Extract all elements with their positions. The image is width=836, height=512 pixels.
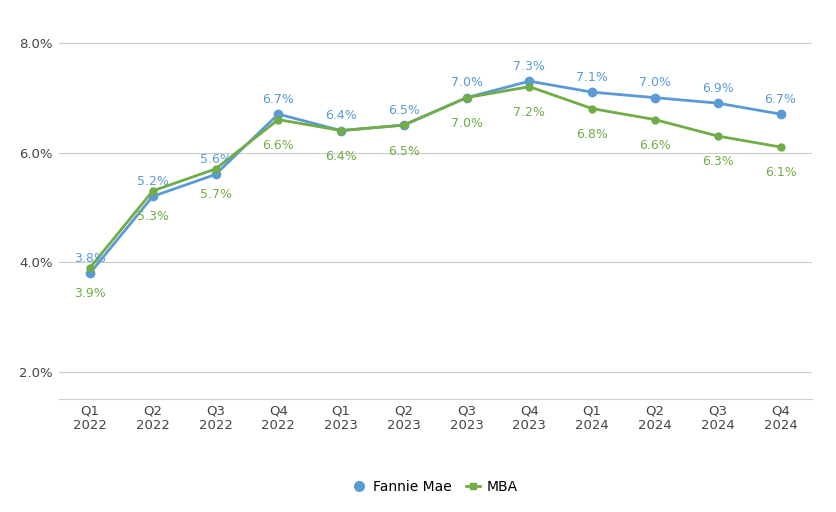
MBA (147, 188, 157, 194)
Line: MBA: MBA (86, 83, 783, 271)
MBA (586, 105, 596, 112)
Text: 6.8%: 6.8% (575, 128, 608, 141)
Line: Fannie Mae: Fannie Mae (86, 77, 783, 278)
Text: 6.6%: 6.6% (639, 139, 670, 152)
Fannie Mae (85, 270, 95, 276)
MBA (211, 166, 221, 172)
Text: 5.2%: 5.2% (136, 175, 169, 188)
Text: 7.3%: 7.3% (512, 60, 545, 73)
Text: 6.9%: 6.9% (701, 82, 732, 95)
Fannie Mae (335, 127, 346, 134)
Fannie Mae (774, 111, 784, 117)
Text: 5.3%: 5.3% (136, 210, 169, 223)
MBA (461, 95, 472, 101)
Text: 6.3%: 6.3% (701, 156, 732, 168)
MBA (85, 265, 95, 271)
MBA (523, 83, 533, 90)
MBA (649, 117, 659, 123)
Text: 6.7%: 6.7% (763, 93, 796, 106)
Text: 7.0%: 7.0% (450, 76, 482, 89)
Text: 6.7%: 6.7% (262, 93, 294, 106)
Fannie Mae (461, 95, 472, 101)
Fannie Mae (211, 172, 221, 178)
Fannie Mae (273, 111, 283, 117)
Text: 6.5%: 6.5% (387, 104, 420, 117)
Text: 6.5%: 6.5% (387, 144, 420, 158)
Fannie Mae (523, 78, 533, 84)
Text: 6.1%: 6.1% (764, 166, 795, 180)
MBA (399, 122, 409, 128)
Text: 7.1%: 7.1% (575, 71, 608, 84)
MBA (273, 117, 283, 123)
Fannie Mae (147, 194, 157, 200)
Text: 7.2%: 7.2% (512, 106, 545, 119)
MBA (335, 127, 346, 134)
Text: 3.9%: 3.9% (74, 287, 105, 300)
Fannie Mae (586, 89, 596, 95)
Legend: Fannie Mae, MBA: Fannie Mae, MBA (347, 475, 522, 500)
Text: 3.8%: 3.8% (74, 252, 106, 265)
MBA (774, 144, 784, 150)
Fannie Mae (711, 100, 721, 106)
MBA (711, 133, 721, 139)
Fannie Mae (649, 95, 659, 101)
Text: 6.6%: 6.6% (263, 139, 293, 152)
Text: 5.6%: 5.6% (199, 153, 232, 166)
Text: 7.0%: 7.0% (638, 76, 670, 89)
Text: 6.4%: 6.4% (325, 150, 356, 163)
Text: 5.7%: 5.7% (199, 188, 232, 201)
Text: 7.0%: 7.0% (450, 117, 482, 130)
Text: 6.4%: 6.4% (325, 109, 356, 122)
Fannie Mae (399, 122, 409, 128)
